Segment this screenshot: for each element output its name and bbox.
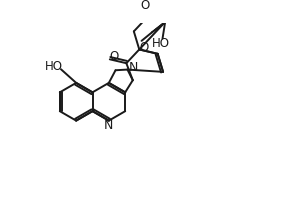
Text: O: O bbox=[139, 41, 149, 54]
Text: HO: HO bbox=[45, 60, 63, 73]
Text: HO: HO bbox=[151, 37, 169, 50]
Text: O: O bbox=[109, 50, 119, 63]
Text: N: N bbox=[129, 61, 138, 74]
Text: N: N bbox=[104, 119, 114, 132]
Text: O: O bbox=[141, 0, 150, 12]
